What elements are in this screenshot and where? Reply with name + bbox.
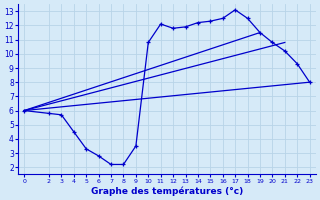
X-axis label: Graphe des températures (°c): Graphe des températures (°c) [91, 186, 243, 196]
